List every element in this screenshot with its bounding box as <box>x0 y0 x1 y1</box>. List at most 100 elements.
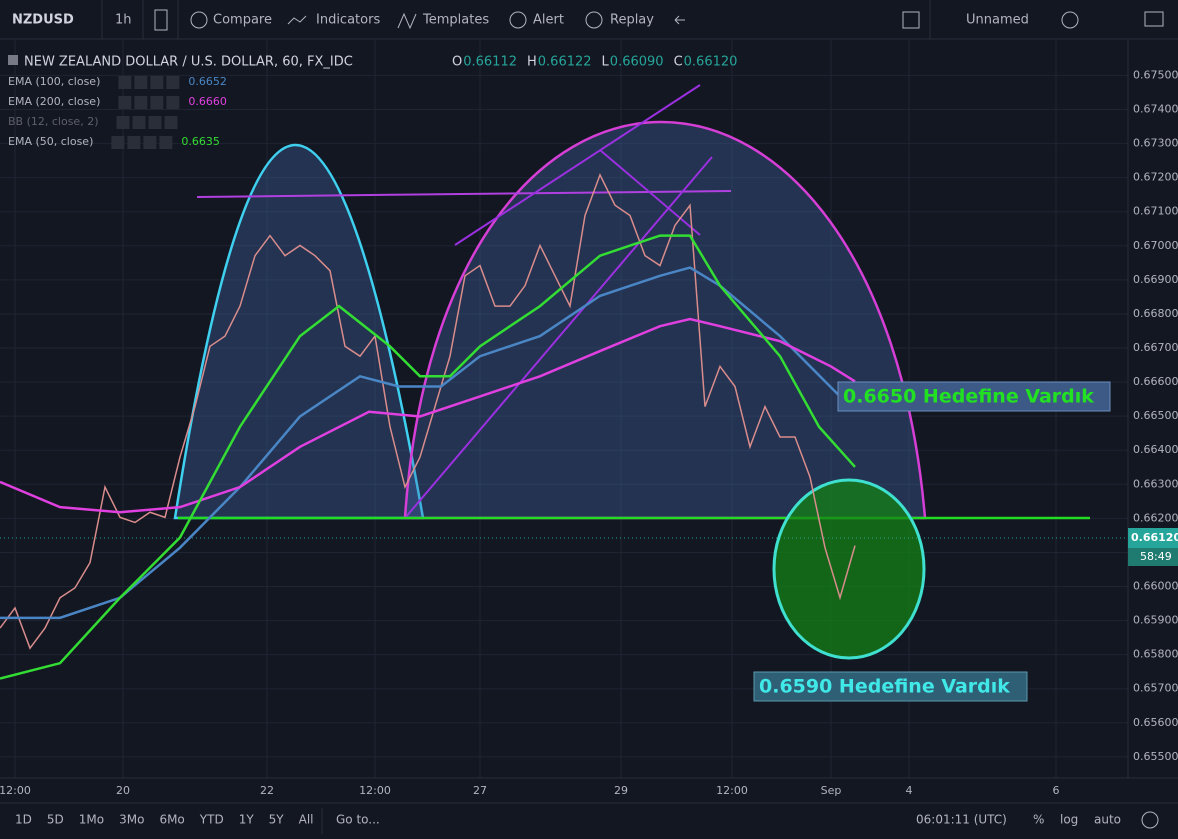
y-tick-label: 0.67100 <box>1133 205 1178 218</box>
y-tick-label: 0.66600 <box>1133 375 1178 388</box>
series-layer <box>0 173 856 680</box>
y-tick-label: 0.66500 <box>1133 409 1178 422</box>
x-tick-label: Sep <box>821 784 842 797</box>
x-tick-label: 12:00 <box>359 784 391 797</box>
indicator-button[interactable] <box>164 116 178 129</box>
indicator-button[interactable] <box>150 96 164 109</box>
bottom-bar: 1D 5D 1Mo 3Mo 6Mo YTD 1Y 5Y All Go to... 06:01:11 … <box>15 808 1159 834</box>
indicator-button[interactable] <box>134 96 148 109</box>
undo[interactable] <box>674 15 685 25</box>
indicator-button[interactable] <box>150 76 164 89</box>
annotation-box <box>753 671 1028 702</box>
series-line <box>0 173 856 650</box>
icon <box>190 11 208 29</box>
indicator-button[interactable] <box>116 116 130 129</box>
series-line <box>0 266 856 620</box>
price-tag-label: 0.66120 <box>1131 531 1178 544</box>
series-line <box>0 317 856 514</box>
indicator-name[interactable]: EMA (50, close) <box>8 135 93 148</box>
ohlc-value: 0.66122 <box>538 55 592 70</box>
goto-button[interactable]: Go to... <box>336 813 380 827</box>
y-tick-label: 0.67500 <box>1133 68 1178 81</box>
toolbar: NZDUSD 1h Compare Indicators Templates A… <box>12 0 1164 39</box>
indicator-value: 0.6660 <box>188 95 227 108</box>
ohlc-label: L <box>602 55 610 70</box>
trend-line <box>454 84 701 246</box>
range-button[interactable]: 6Mo <box>159 813 184 827</box>
range-button[interactable]: All <box>299 813 314 827</box>
indicator-button[interactable] <box>118 76 132 89</box>
indicator-name[interactable]: EMA (100, close) <box>8 75 100 88</box>
interval[interactable]: 1h <box>115 13 132 28</box>
toolbar-button[interactable]: Compare <box>213 13 272 28</box>
indicator-button[interactable] <box>132 116 146 129</box>
icon <box>509 11 527 29</box>
legend-title: NEW ZEALAND DOLLAR / U.S. DOLLAR, 60, FX… <box>24 55 353 70</box>
range-button[interactable]: 1Mo <box>79 813 104 827</box>
trend-line <box>599 149 701 236</box>
indicator-button[interactable] <box>127 136 141 149</box>
range-button[interactable]: 3Mo <box>119 813 144 827</box>
trend-line <box>404 156 713 519</box>
x-tick-label: 20 <box>116 784 130 797</box>
y-tick-label: 0.66200 <box>1133 511 1178 524</box>
y-tick-label: 0.65900 <box>1133 614 1178 627</box>
y-tick-label: 0.66800 <box>1133 307 1178 320</box>
toolbar-button[interactable]: Indicators <box>316 13 380 28</box>
snapshot[interactable] <box>1144 11 1164 27</box>
x-tick-label: 22 <box>260 784 274 797</box>
y-tick-label: 0.67300 <box>1133 137 1178 150</box>
axes: 0.65500 0.65600 0.65700 0.65800 0.65900 0.660… <box>0 68 1178 797</box>
cup-right <box>403 121 927 520</box>
indicator-button[interactable] <box>118 96 132 109</box>
x-tick-label: 12:00 <box>716 784 748 797</box>
y-tick-label: 0.65500 <box>1133 750 1178 763</box>
resistance <box>196 190 732 198</box>
drawings <box>0 84 1128 660</box>
countdown: 58:49 <box>1140 550 1172 563</box>
price-axis <box>1128 40 1178 778</box>
indicator-button[interactable] <box>111 136 125 149</box>
indicator-button[interactable] <box>134 76 148 89</box>
scale-option[interactable]: auto <box>1094 813 1121 827</box>
indicator-button[interactable] <box>166 76 180 89</box>
symbol[interactable]: NZDUSD <box>12 13 74 28</box>
clock: 06:01:11 (UTC) <box>916 813 1007 827</box>
y-tick-label: 0.66700 <box>1133 341 1178 354</box>
range-button[interactable]: 5D <box>47 813 64 827</box>
y-tick-label: 0.67000 <box>1133 239 1178 252</box>
y-tick-label: 0.66900 <box>1133 273 1178 286</box>
ohlc-label: H <box>527 55 537 70</box>
x-tick-label: 6 <box>1053 784 1060 797</box>
toolbar-button[interactable]: Alert <box>533 13 564 28</box>
range-button[interactable]: 1D <box>15 813 32 827</box>
toolbar-button[interactable]: Templates <box>422 13 489 28</box>
x-tick-label: 12:00 <box>0 784 31 797</box>
icon <box>287 15 307 25</box>
chart-style-icon[interactable] <box>154 9 168 31</box>
x-tick-label: 27 <box>473 784 487 797</box>
indicator-button[interactable] <box>143 136 157 149</box>
toolbar-button[interactable]: Replay <box>610 13 654 28</box>
indicator-name[interactable]: BB (12, close, 2) <box>8 115 99 128</box>
layout-name[interactable]: Unnamed <box>966 13 1029 28</box>
indicator-value: 0.6652 <box>188 75 227 88</box>
ohlc-label: O <box>452 55 462 70</box>
indicator-name[interactable]: EMA (200, close) <box>8 95 100 108</box>
settings[interactable] <box>1061 11 1079 29</box>
indicator-button[interactable] <box>166 96 180 109</box>
scale-option[interactable]: % <box>1033 813 1044 827</box>
y-tick-label: 0.65800 <box>1133 648 1178 661</box>
icon[interactable] <box>902 11 920 29</box>
legend-icon <box>8 55 18 65</box>
indicator-button[interactable] <box>159 136 173 149</box>
indicator-value: 0.6635 <box>181 135 220 148</box>
x-tick-label: 4 <box>906 784 913 797</box>
range-button[interactable]: YTD <box>199 813 224 827</box>
range-button[interactable]: 1Y <box>239 813 255 827</box>
y-tick-label: 0.66400 <box>1133 443 1178 456</box>
settings[interactable] <box>1141 811 1159 829</box>
scale-option[interactable]: log <box>1060 813 1078 827</box>
indicator-button[interactable] <box>148 116 162 129</box>
range-button[interactable]: 5Y <box>269 813 285 827</box>
